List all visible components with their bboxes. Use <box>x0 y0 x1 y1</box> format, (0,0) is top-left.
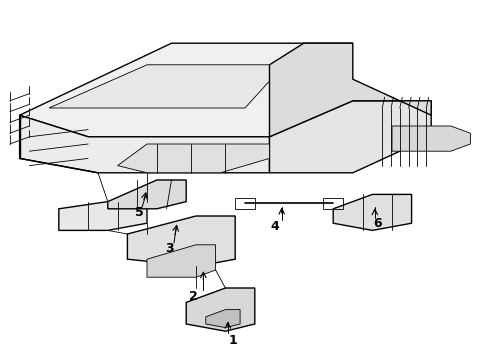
Polygon shape <box>20 115 270 173</box>
Text: 4: 4 <box>270 220 279 233</box>
Polygon shape <box>333 194 412 230</box>
Polygon shape <box>118 144 270 173</box>
Polygon shape <box>270 43 431 137</box>
Polygon shape <box>59 202 147 230</box>
Polygon shape <box>186 288 255 331</box>
Polygon shape <box>270 101 431 173</box>
Text: 2: 2 <box>189 291 198 303</box>
Polygon shape <box>127 216 235 266</box>
Text: 1: 1 <box>228 334 237 347</box>
Polygon shape <box>49 65 284 108</box>
Polygon shape <box>108 180 186 209</box>
Polygon shape <box>206 310 240 328</box>
Polygon shape <box>20 43 353 137</box>
Text: 6: 6 <box>373 217 382 230</box>
Polygon shape <box>392 126 470 151</box>
Text: 5: 5 <box>135 206 144 219</box>
Text: 3: 3 <box>165 242 173 255</box>
Polygon shape <box>147 245 216 277</box>
